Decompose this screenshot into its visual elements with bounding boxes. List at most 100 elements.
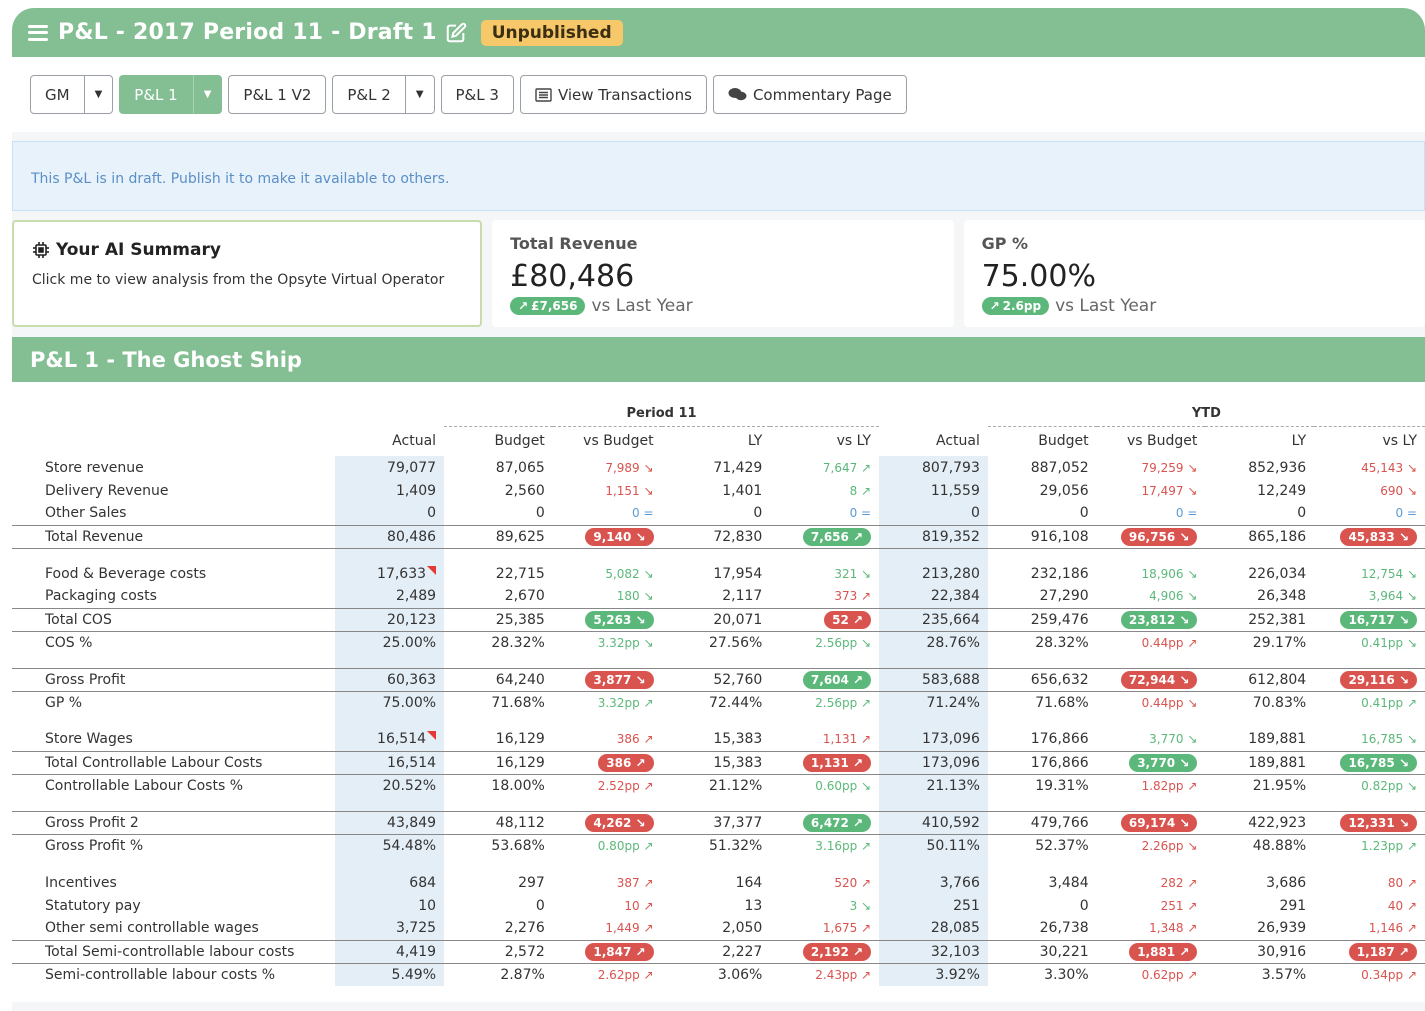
variance-value: 2.62pp ↗ (553, 963, 662, 986)
variance-text: 321 ↘ (834, 566, 872, 581)
page-title: P&L - 2017 Period 11 - Draft 1 (58, 20, 437, 45)
row-label: Gross Profit 2 (12, 810, 336, 835)
cell-value: 28.32% (1035, 634, 1089, 651)
cell-value: 17,633 (335, 562, 445, 585)
row-label: Other semi controllable wages (45, 920, 259, 937)
cell-value: 226,034 (1248, 565, 1307, 582)
cell-value: 21.95% (1252, 777, 1307, 794)
cell-value: 259,476 (987, 607, 1097, 632)
chevron-down-icon[interactable]: ▼ (192, 75, 223, 114)
tab-pl2[interactable]: P&L 2 (332, 75, 406, 114)
cell-value: 213,280 (879, 562, 988, 585)
cell-value: 189,881 (1248, 731, 1307, 748)
cell-value: 16,514 (335, 750, 445, 775)
cell-value: 2,670 (504, 588, 545, 605)
gp-delta-badge: ↗ 2.6pp (981, 297, 1050, 315)
variance-value: 4,906 ↘ (1097, 585, 1206, 608)
variance-text: 0.80pp ↗ (597, 838, 654, 853)
cell-value: 64,240 (444, 667, 553, 692)
cell-value: 12,249 (1257, 482, 1307, 499)
variance-text: 16,785 ↘ (1361, 732, 1417, 747)
variance-value: 1,675 ↗ (770, 917, 879, 940)
comment-flag-icon[interactable]: 16,514 (377, 731, 436, 747)
spacer-row (12, 857, 1425, 871)
gp-percent-label: GP % (981, 234, 1029, 253)
comment-flag-icon[interactable]: 17,633 (377, 566, 436, 582)
variance-badge: 6,472 ↗ (770, 810, 880, 835)
variance-text: 0.44pp ↗ (1141, 635, 1198, 650)
tab-gm[interactable]: GM (30, 75, 85, 114)
variance-text: 4,906 ↘ (1149, 589, 1198, 604)
variance-text: 1,131 ↗ (822, 732, 872, 747)
cell-value: 17,954 (713, 565, 763, 582)
tab-pl1[interactable]: P&L 1 (119, 75, 193, 114)
chevron-down-icon[interactable]: ▼ (84, 75, 114, 114)
variance-badge: 23,812 ↘ (1096, 607, 1206, 632)
ai-summary-card[interactable]: Your AI Summary Click me to view analysi… (12, 220, 483, 327)
variance-value: 12,754 ↘ (1314, 562, 1425, 585)
variance-text: 2.43pp ↗ (815, 967, 872, 982)
variance-text: 690 ↘ (1380, 483, 1417, 498)
commentary-page-button[interactable]: Commentary Page (712, 75, 907, 114)
variance-text: 0.34pp ↗ (1361, 967, 1417, 982)
variance-text: 7,647 ↗ (822, 460, 872, 475)
ytd-group-header: YTD (987, 402, 1425, 427)
spacer-row (12, 797, 1425, 811)
row-label: Statutory pay (45, 897, 141, 914)
cell-value: 2,117 (722, 588, 763, 605)
cell-value: 32,103 (879, 939, 988, 964)
table-row: Store Wages 16,514 16,129 386 ↗ 15,383 1,131 … (12, 728, 1425, 751)
variance-text: 45,143 ↘ (1361, 460, 1417, 475)
variance-text: 3.16pp ↗ (815, 838, 872, 853)
table-row: Statutory pay 10 0 10 ↗ 13 3 ↘ 251 0 251 ↗ 291 40 … (12, 894, 1425, 917)
table-row: COS % 25.00% 28.32% 3.32pp ↘ 27.56% 2.56pp ↘ 2… (12, 631, 1425, 654)
variance-text: 1,449 ↗ (605, 921, 654, 936)
edit-icon[interactable] (445, 22, 467, 44)
variance-text: 0 = (849, 506, 872, 521)
variance-text: 0 = (1175, 506, 1198, 521)
section-title: P&L 1 - The Ghost Ship (12, 337, 1425, 382)
variance-text: 2.62pp ↗ (597, 967, 654, 982)
status-badge: Unpublished (480, 19, 623, 46)
variance-pill: 96,756 ↘ (1120, 527, 1198, 546)
variance-text: 2.56pp ↘ (815, 635, 872, 650)
cell-value: 43,849 (335, 810, 445, 835)
cell-value: 21.12% (708, 777, 763, 794)
cell-value: 53.68% (491, 837, 545, 854)
variance-text: 0.60pp ↘ (815, 778, 872, 793)
variance-badge: 7,604 ↗ (770, 667, 880, 692)
variance-value: 0.44pp ↗ (1097, 631, 1206, 654)
cell-value: 684 (335, 871, 445, 894)
variance-text: 79,259 ↘ (1141, 460, 1198, 475)
variance-text: 0.82pp ↘ (1361, 778, 1417, 793)
variance-value: 180 ↘ (553, 585, 662, 608)
variance-text: 0.44pp ↘ (1141, 695, 1198, 710)
tab-pl3[interactable]: P&L 3 (440, 75, 514, 114)
column-header: vs LY (1382, 433, 1417, 450)
variance-value: 387 ↗ (553, 871, 662, 894)
row-label: Delivery Revenue (45, 482, 169, 499)
variance-value: 17,497 ↘ (1097, 479, 1206, 502)
variance-pill: 6,472 ↗ (802, 813, 872, 832)
cell-value: 48,112 (444, 810, 553, 835)
variance-value: 1,151 ↘ (553, 479, 662, 502)
cell-value: 22,715 (495, 565, 545, 582)
cell-value: 26,738 (1039, 920, 1089, 937)
view-transactions-button[interactable]: View Transactions (519, 75, 707, 114)
variance-value: 321 ↘ (770, 562, 879, 585)
variance-pill: 23,812 ↘ (1120, 610, 1198, 629)
ai-summary-heading: Your AI Summary (32, 240, 462, 260)
app-frame: P&L - 2017 Period 11 - Draft 1 Unpublish… (12, 8, 1425, 1011)
column-header: Actual (392, 433, 437, 449)
cell-value: 16,514 (335, 728, 445, 751)
table-row: Food & Beverage costs 17,633 22,715 5,082 ↘… (12, 562, 1425, 585)
variance-value: 3,964 ↘ (1314, 585, 1425, 608)
variance-value: 0.34pp ↗ (1314, 963, 1425, 986)
tab-pl1-v2[interactable]: P&L 1 V2 (228, 75, 327, 114)
chevron-down-icon[interactable]: ▼ (405, 75, 435, 114)
variance-value: 0.82pp ↘ (1314, 774, 1425, 797)
variance-text: 5,082 ↘ (605, 566, 654, 581)
variance-value: 2.43pp ↗ (770, 963, 879, 986)
menu-icon[interactable] (28, 24, 48, 41)
variance-value: 0.41pp ↘ (1314, 631, 1425, 654)
